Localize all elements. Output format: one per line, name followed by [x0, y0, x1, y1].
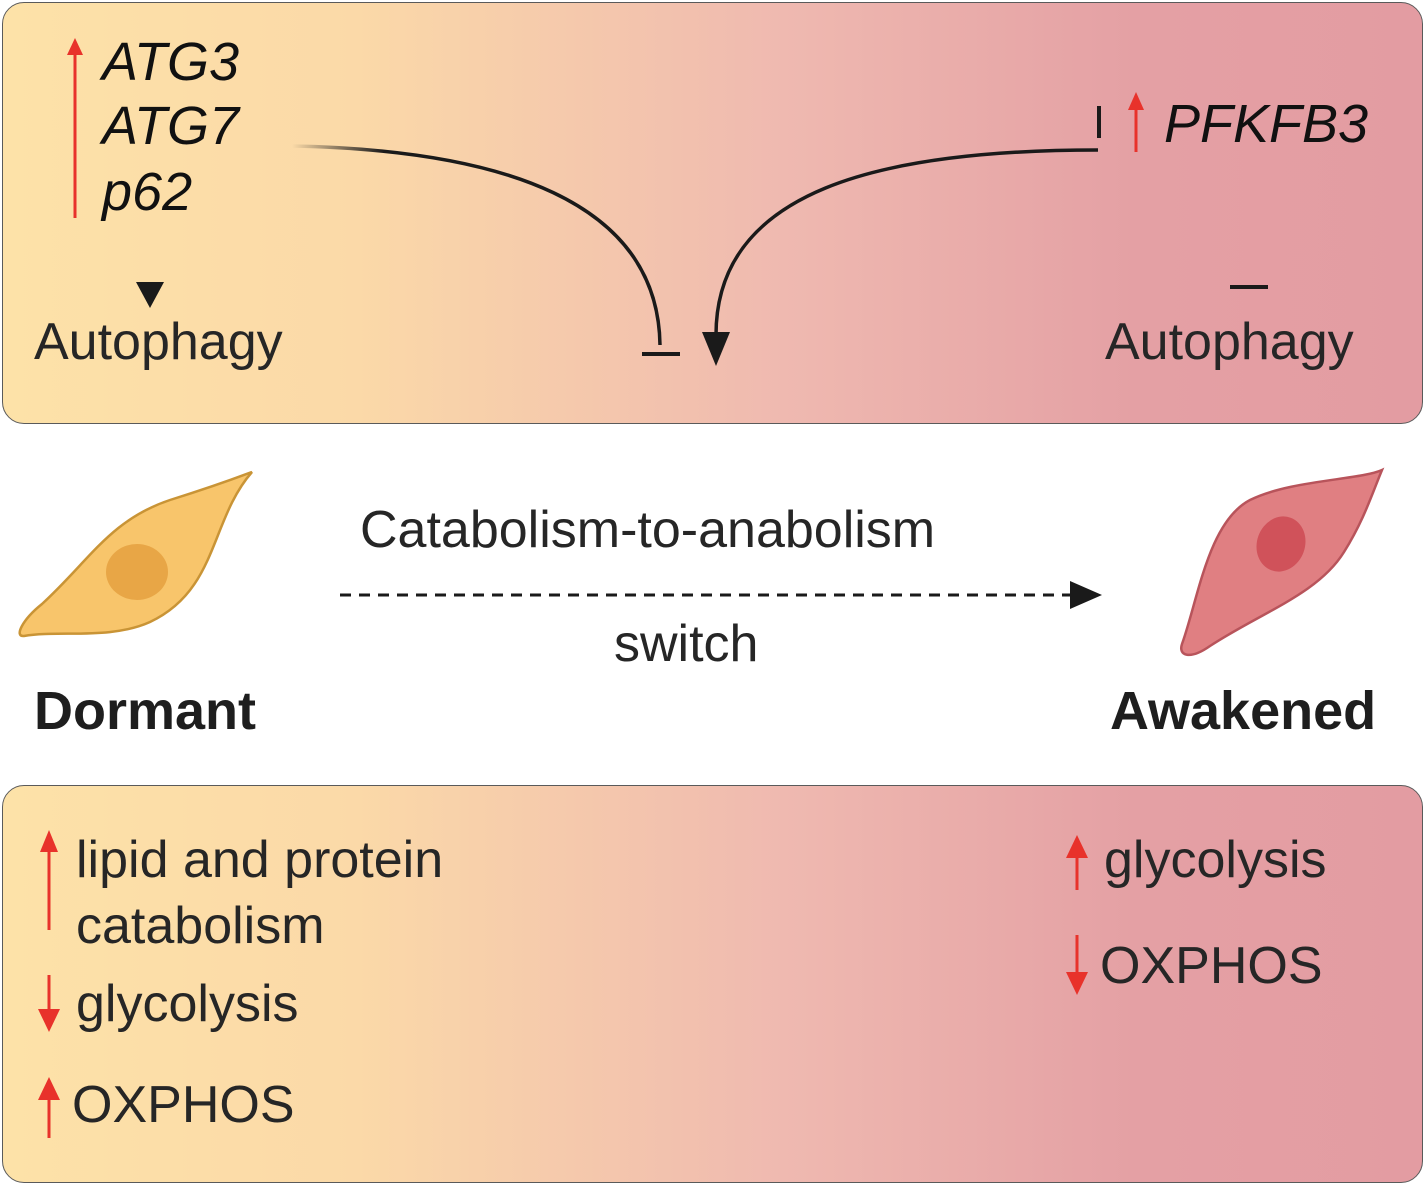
pfkfb3-inhibits-autophagy-line — [1230, 172, 1268, 289]
dormant-glycolysis: glycolysis — [76, 975, 299, 1033]
switch-dashed-arrow-icon — [340, 581, 1102, 609]
genes-up-arrow-icon — [67, 38, 83, 218]
lipid-up-arrow-icon — [40, 830, 58, 930]
awakened-glycolysis-up-arrow-icon — [1066, 835, 1088, 890]
awakened-oxphos: OXPHOS — [1100, 937, 1323, 995]
awakened-label: Awakened — [1110, 681, 1377, 741]
dormant-glycolysis-down-arrow-icon — [38, 975, 60, 1032]
gene-atg3: ATG3 — [102, 32, 240, 92]
switch-label-line1: Catabolism-to-anabolism — [360, 501, 936, 559]
genes-to-autophagy-arrow-icon — [136, 232, 164, 308]
left-autophagy-label: Autophagy — [34, 313, 283, 371]
dormant-label: Dormant — [34, 681, 257, 741]
pfkfb3-curve-activation-arrow-icon — [702, 148, 1099, 366]
switch-label-line2: switch — [614, 615, 759, 673]
dormant-oxphos: OXPHOS — [72, 1076, 295, 1134]
awakened-glycolysis: glycolysis — [1104, 831, 1327, 889]
dormant-oxphos-up-arrow-icon — [38, 1077, 60, 1138]
awakened-cell-icon — [1180, 467, 1385, 656]
gene-atg7: ATG7 — [102, 96, 240, 156]
gene-pfkfb3: PFKFB3 — [1164, 94, 1369, 154]
awakened-oxphos-down-arrow-icon — [1066, 935, 1088, 995]
dormant-lipid-line2: catabolism — [76, 897, 325, 955]
genes-curve-inhibition-line — [291, 144, 680, 356]
right-autophagy-label: Autophagy — [1105, 313, 1354, 371]
atg-inhibits-pfkfb3-line — [308, 106, 1101, 138]
bottom-panel — [2, 785, 1423, 1183]
dormant-lipid-line1: lipid and protein — [76, 831, 444, 889]
dormant-cell-icon — [18, 470, 253, 638]
pfkfb3-up-arrow-icon — [1128, 92, 1144, 152]
gene-p62: p62 — [102, 162, 193, 222]
